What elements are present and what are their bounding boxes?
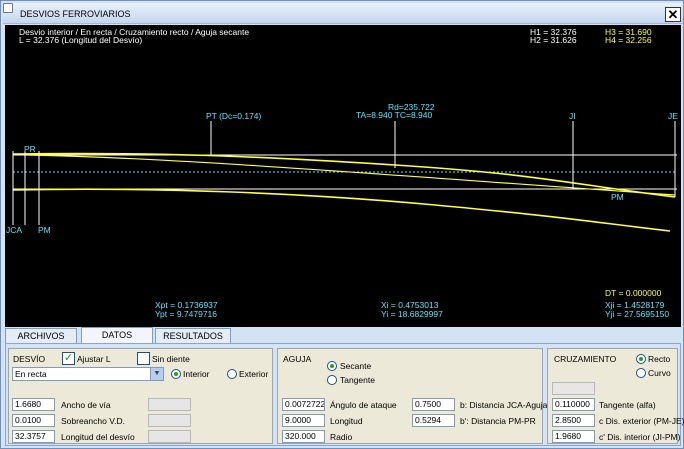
radio-input[interactable]: 320.000 — [282, 430, 325, 443]
tangente-alfa-label: Tangente (alfa) — [599, 400, 656, 410]
diverging-rail-outer — [12, 188, 671, 232]
cruzamiento-title: CRUZAMIENTO — [554, 354, 617, 364]
aguja-group: AGUJA Secante Tangente 0.0072722 Ángulo … — [277, 348, 547, 444]
tab-datos[interactable]: DATOS — [81, 327, 153, 344]
pm-left-label: PM — [38, 225, 51, 235]
ajustar-l-label: Ajustar L — [77, 354, 111, 364]
tangente-radio[interactable] — [327, 375, 337, 385]
desvio-group: DESVÍO ✓ Ajustar L Sin diente En recta ▼… — [8, 348, 273, 444]
distancia-jca-aguja-input[interactable]: 0.7500 — [412, 398, 455, 411]
pr-label: PR — [24, 144, 36, 154]
recto-label: Recto — [648, 354, 671, 364]
desvio-type-value: En recta — [15, 369, 47, 379]
exterior-radio[interactable] — [227, 369, 237, 379]
h1-readout: H1 = 32.376 — [530, 27, 577, 37]
dis-exterior-label: c Dis. exterior (PM-JE) — [599, 416, 684, 426]
tab-archivos[interactable]: ARCHIVOS — [5, 328, 77, 343]
tangente-label: Tangente — [340, 375, 375, 385]
dis-interior-label: c' Dis. interior (JI-PM) — [599, 432, 681, 442]
close-button[interactable]: ✕ — [665, 7, 681, 22]
header-line1: Desvio interior / En recta / Cruzamiento… — [19, 27, 250, 37]
angulo-ataque-label: Ángulo de ataque — [330, 400, 397, 410]
dis-interior-input[interactable]: 1.9680 — [552, 430, 595, 443]
cruzamiento-group: CRUZAMIENTO Recto Curvo 0.110000 Tangent… — [547, 348, 684, 444]
yi-readout: Yi = 18.6829997 — [381, 309, 443, 319]
chevron-down-icon: ▼ — [150, 368, 163, 380]
ji-label: JI — [569, 111, 576, 121]
xpt-readout: Xpt = 0.1736937 — [155, 300, 218, 310]
yji-readout: Yji = 27.5695150 — [605, 309, 670, 319]
distancia-jca-aguja-label: b: Distancia JCA-Aguja — [460, 400, 548, 410]
ancho-via-input[interactable]: 1.6680 — [12, 398, 55, 411]
curvo-radio[interactable] — [636, 368, 646, 378]
aguja-title: AGUJA — [283, 354, 312, 364]
je-label: JE — [668, 111, 678, 121]
ajustar-l-checkbox[interactable]: ✓ — [62, 352, 75, 365]
distancia-pm-pr-input[interactable]: 0.5294 — [412, 414, 455, 427]
drawing-canvas: Desvio interior / En recta / Cruzamiento… — [5, 25, 681, 327]
xji-readout: Xji = 1.4528179 — [605, 300, 665, 310]
datos-panel: DESVÍO ✓ Ajustar L Sin diente En recta ▼… — [5, 343, 684, 446]
sobreancho-aux — [148, 414, 191, 427]
jca-label: JCA — [6, 225, 23, 235]
window-title: DESVIOS FERROVIARIOS — [20, 9, 131, 19]
ancho-via-label: Ancho de vía — [61, 400, 111, 410]
dis-exterior-input[interactable]: 2.8500 — [552, 414, 595, 427]
crossing-rail — [24, 154, 676, 196]
distancia-pm-pr-label: b': Distancia PM-PR — [460, 416, 536, 426]
exterior-label: Exterior — [239, 369, 269, 379]
track-diagram — [12, 121, 677, 232]
xi-readout: Xi = 0.4753013 — [381, 300, 439, 310]
h4-readout: H4 = 32.256 — [605, 35, 652, 45]
desvio-type-select[interactable]: En recta ▼ — [12, 367, 164, 381]
pm-right-label: PM — [611, 192, 624, 202]
pt-label: PT (Dc=0.174) — [206, 111, 262, 121]
radio-label: Radio — [330, 432, 353, 442]
longitud-aguja-input[interactable]: 9.0000 — [282, 414, 325, 427]
window-icon — [3, 3, 13, 13]
longitud-desvio-label: Longitud del desvío — [61, 432, 135, 442]
secante-label: Secante — [340, 361, 372, 371]
interior-label: Interior — [183, 369, 210, 379]
ancho-via-aux — [148, 398, 191, 411]
diverging-rail-inner — [12, 152, 676, 198]
header-line2: L = 32.376 (Longitud del Desvío) — [19, 35, 143, 45]
interior-radio[interactable] — [171, 369, 181, 379]
curvo-label: Curvo — [648, 368, 671, 378]
title-bar: DESVIOS FERROVIARIOS ✕ — [3, 3, 683, 24]
dt-readout: DT = 0.000000 — [605, 288, 662, 298]
angulo-ataque-input[interactable]: 0.0072722 — [282, 398, 325, 411]
sin-diente-checkbox[interactable] — [137, 352, 150, 365]
longitud-desvio-input[interactable]: 32.3757 — [12, 430, 55, 443]
sobreancho-input[interactable]: 0.0100 — [12, 414, 55, 427]
recto-radio[interactable] — [636, 354, 646, 364]
tab-resultados[interactable]: RESULTADOS — [155, 328, 231, 343]
longitud-desvio-aux — [148, 430, 191, 443]
ta-tc-label: TA=8.940 TC=8.940 — [356, 110, 433, 120]
h3-readout: H3 = 31.690 — [605, 27, 652, 37]
sobreancho-label: Sobreancho V.D. — [61, 416, 125, 426]
secante-radio[interactable] — [327, 361, 337, 371]
rd-label: Rd=235.722 — [388, 102, 435, 112]
desvio-title: DESVÍO — [13, 354, 46, 364]
tangente-alfa-input[interactable]: 0.110000 — [552, 398, 595, 411]
sin-diente-label: Sin diente — [152, 354, 190, 364]
ypt-readout: Ypt = 9.7479716 — [155, 309, 217, 319]
h2-readout: H2 = 31.626 — [530, 35, 577, 45]
cruzamiento-aux — [552, 382, 595, 395]
longitud-aguja-label: Longitud — [330, 416, 363, 426]
